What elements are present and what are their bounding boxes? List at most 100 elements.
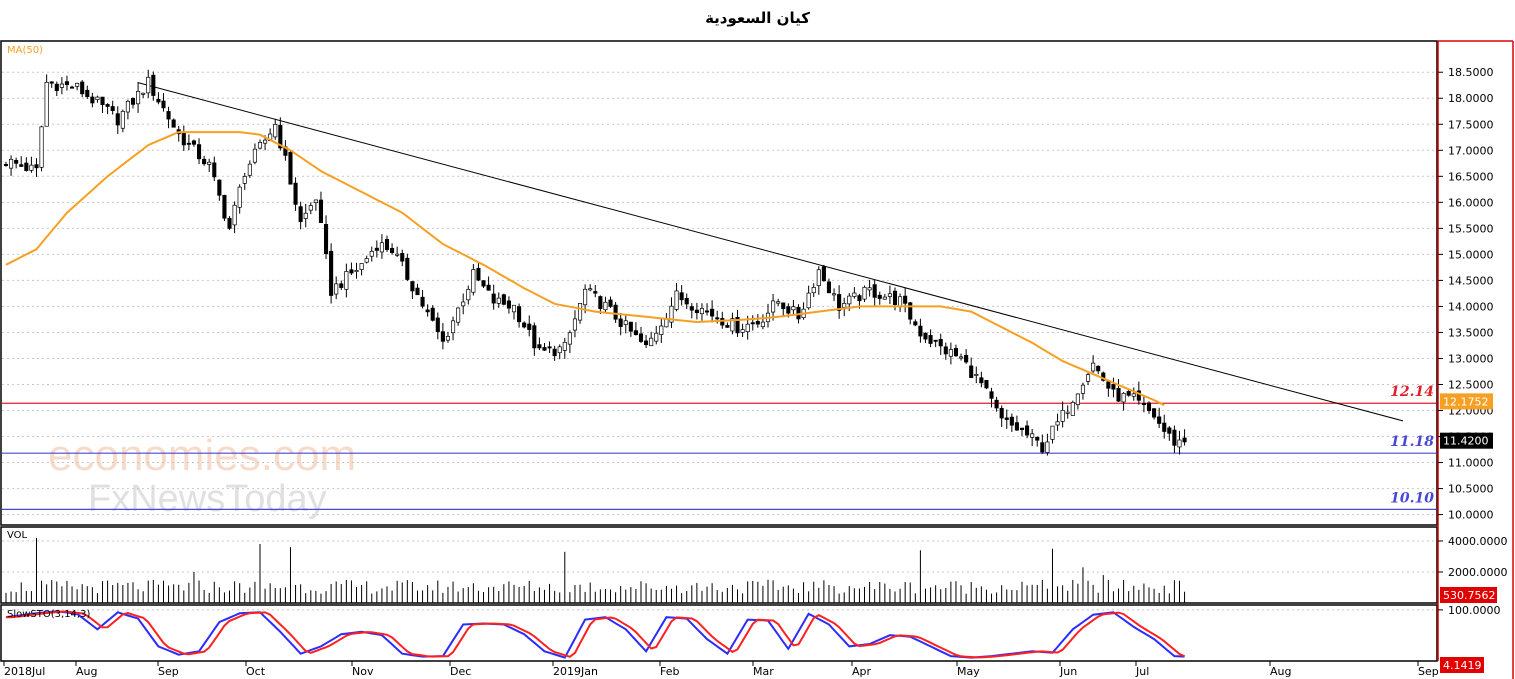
x-tick-label: Oct [246, 665, 266, 678]
x-tick-label: 2018Jul [4, 665, 45, 678]
candle-body [461, 301, 466, 307]
y-tick-label: 17.5000 [1448, 118, 1494, 131]
candle-body [161, 100, 166, 109]
candle-body [786, 306, 791, 314]
candle-body [826, 281, 832, 294]
candle-body [776, 301, 781, 304]
candle-body [771, 300, 776, 313]
candle-body [298, 206, 303, 222]
candle-body [892, 290, 898, 305]
candle-body [24, 162, 29, 171]
candle-body [577, 303, 583, 321]
candle-body [821, 266, 826, 282]
candle-body [674, 290, 679, 310]
candle-body [1019, 427, 1025, 430]
candle-body [136, 90, 141, 105]
candle-body [877, 294, 882, 299]
x-tick-label: May [957, 665, 980, 678]
stoch-tick-label: 100.0000 [1448, 604, 1501, 617]
candle-body [39, 126, 44, 168]
candle-body [964, 355, 969, 363]
candle-body [994, 399, 999, 409]
candle-body [598, 296, 603, 309]
candle-body [390, 247, 395, 253]
y-tick-label: 13.0000 [1448, 352, 1494, 365]
ma50-label: MA(50) [7, 45, 43, 56]
candle-body [862, 286, 867, 300]
candle-body [1025, 425, 1030, 436]
x-tick-label: Nov [352, 665, 374, 678]
volume-tick-label: 4000.0000 [1448, 535, 1508, 548]
candle-body [948, 349, 953, 357]
candle-body [1091, 362, 1096, 372]
candle-body [395, 253, 400, 256]
candle-body [49, 81, 54, 84]
y-tick-label: 18.5000 [1448, 66, 1494, 79]
stoch-k-line [5, 610, 1185, 659]
candle-body [1030, 433, 1035, 438]
candle-body [1177, 439, 1182, 448]
candle-body [369, 251, 374, 257]
candle-body [603, 301, 608, 311]
candle-body [125, 100, 130, 113]
y-tick-label: 14.5000 [1448, 274, 1494, 287]
candle-body [735, 316, 740, 334]
candle-body [791, 306, 796, 311]
candle-body [374, 247, 379, 251]
candle-body [105, 104, 110, 107]
candle-body [247, 163, 252, 176]
candle-body [59, 83, 64, 88]
candle-body [273, 124, 278, 138]
candle-body [1050, 425, 1055, 440]
watermark-economies: economies.com [48, 431, 356, 480]
candle-body [669, 305, 674, 323]
candle-body [1141, 403, 1146, 405]
candle-body [1152, 408, 1157, 418]
candle-body [750, 322, 755, 325]
candle-body [1106, 381, 1111, 389]
candle-body [918, 325, 923, 337]
candle-body [44, 81, 49, 127]
x-tick-label: Sep [158, 665, 179, 678]
candle-body [847, 295, 852, 305]
candle-body [329, 250, 334, 296]
candle-body [100, 96, 105, 105]
candle-body [318, 199, 324, 223]
price-panel-frame [0, 40, 1438, 526]
candle-body [867, 287, 872, 291]
candle-body [491, 293, 496, 304]
candle-body [339, 283, 344, 288]
candle-body [212, 162, 217, 178]
candle-body [1146, 402, 1152, 412]
candle-body [984, 380, 989, 389]
candle-body [466, 289, 471, 301]
price-tag-11.4200: 11.4200 [1443, 435, 1489, 448]
candle-body [156, 98, 161, 103]
candle-body [593, 291, 598, 294]
candle-body [1182, 437, 1187, 443]
candle-body [430, 307, 435, 321]
candle-body [1126, 391, 1131, 396]
candle-body [1040, 442, 1045, 453]
y-tick-label: 14.0000 [1448, 300, 1494, 313]
x-tick-label: 2019Jan [553, 665, 598, 678]
candle-body [9, 158, 14, 169]
candle-body [694, 309, 699, 314]
candle-body [613, 304, 618, 320]
candle-body [85, 89, 90, 98]
candle-body [14, 160, 19, 164]
chart-title: كيان السعودية [705, 9, 810, 27]
candle-body [1172, 429, 1177, 446]
candle-body [435, 317, 440, 333]
candle-body [69, 86, 75, 89]
y-tick-label: 11.0000 [1448, 457, 1494, 470]
candle-body [623, 320, 628, 325]
candle-body [608, 299, 613, 307]
candle-body [1035, 436, 1040, 441]
candle-body [537, 344, 542, 349]
y-tick-label: 15.0000 [1448, 248, 1494, 261]
y-tick-label: 10.0000 [1448, 509, 1494, 522]
candle-body [257, 142, 263, 149]
stoch-d-line [6, 610, 1186, 659]
candle-body [288, 151, 293, 185]
